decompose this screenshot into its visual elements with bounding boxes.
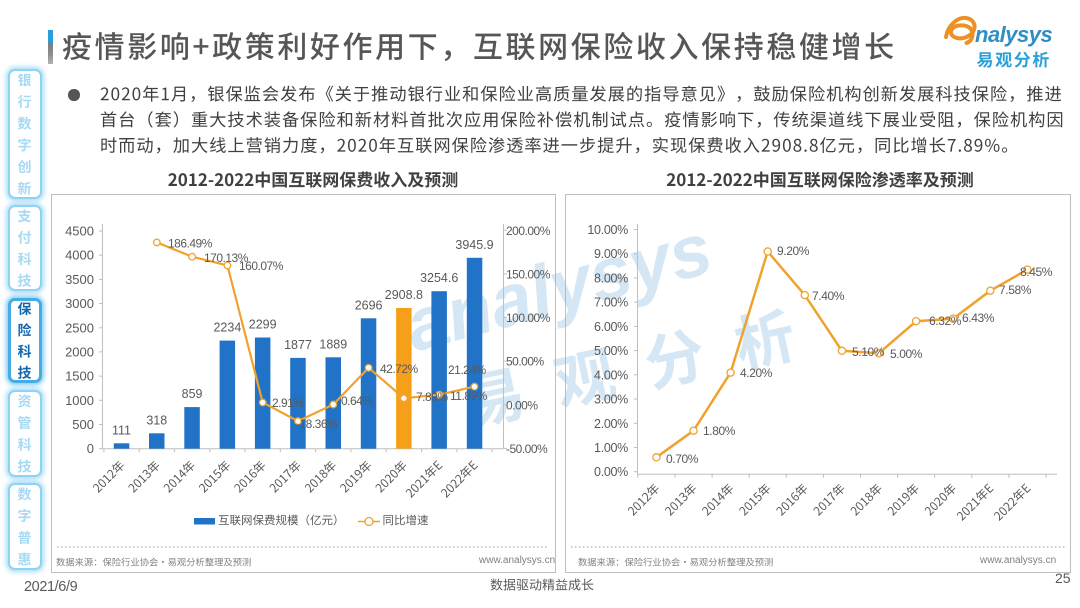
svg-text:9.00%: 9.00% [594, 247, 628, 261]
svg-text:0.64%: 0.64% [341, 394, 373, 408]
svg-text:318: 318 [146, 413, 167, 427]
svg-text:3.00%: 3.00% [594, 393, 628, 407]
svg-text:0: 0 [87, 441, 94, 456]
svg-text:2908.8: 2908.8 [385, 288, 423, 302]
svg-text:9.20%: 9.20% [777, 244, 810, 258]
svg-text:160.07%: 160.07% [239, 259, 284, 273]
svg-text:7.40%: 7.40% [812, 289, 845, 303]
svg-text:859: 859 [182, 387, 203, 401]
svg-text:10.00%: 10.00% [587, 223, 628, 237]
svg-text:3000: 3000 [65, 296, 94, 311]
svg-text:21.24%: 21.24% [448, 363, 487, 377]
svg-text:1.00%: 1.00% [594, 441, 628, 455]
svg-text:3945.9: 3945.9 [455, 238, 493, 252]
svg-text:5.00%: 5.00% [594, 344, 628, 358]
svg-text:8.00%: 8.00% [594, 271, 628, 285]
svg-text:-18.36%: -18.36% [296, 417, 338, 431]
svg-text:1877: 1877 [284, 338, 312, 352]
svg-text:1500: 1500 [65, 369, 94, 384]
svg-text:186.49%: 186.49% [168, 237, 213, 251]
svg-text:50.00%: 50.00% [506, 355, 545, 369]
svg-text:2.91%: 2.91% [272, 396, 304, 410]
svg-text:2696: 2696 [355, 298, 383, 312]
svg-text:7.89%: 7.89% [416, 390, 448, 404]
svg-text:6.43%: 6.43% [962, 311, 995, 325]
svg-text:1.80%: 1.80% [703, 424, 736, 438]
svg-text:7.00%: 7.00% [594, 296, 628, 310]
svg-text:4.20%: 4.20% [740, 366, 773, 380]
svg-text:2000: 2000 [65, 344, 94, 359]
svg-text:nalysys: nalysys [975, 22, 1052, 47]
svg-text:111: 111 [112, 423, 131, 437]
svg-text:2299: 2299 [249, 318, 277, 332]
svg-text:4.00%: 4.00% [594, 368, 628, 382]
svg-text:5.10%: 5.10% [852, 345, 885, 359]
svg-text:7.58%: 7.58% [999, 283, 1032, 297]
svg-text:0.00%: 0.00% [506, 398, 538, 412]
svg-text:200.00%: 200.00% [506, 224, 551, 238]
svg-text:3254.6: 3254.6 [420, 271, 458, 285]
svg-text:6.32%: 6.32% [929, 314, 962, 328]
svg-text:1000: 1000 [65, 393, 94, 408]
svg-text:150.00%: 150.00% [506, 267, 551, 281]
svg-text:11.89%: 11.89% [450, 389, 488, 403]
svg-text:2500: 2500 [65, 320, 94, 335]
svg-text:www.analysys.cn: www.analysys.cn [979, 555, 1056, 566]
svg-text:4500: 4500 [65, 224, 94, 239]
svg-text:500: 500 [72, 417, 94, 432]
svg-text:100.00%: 100.00% [506, 311, 551, 325]
svg-text:5.00%: 5.00% [890, 347, 923, 361]
svg-text:42.72%: 42.72% [380, 362, 419, 376]
svg-text:1889: 1889 [319, 337, 347, 351]
svg-text:0.70%: 0.70% [666, 452, 699, 466]
svg-text:2.00%: 2.00% [594, 417, 628, 431]
svg-text:170.13%: 170.13% [204, 251, 249, 265]
svg-text:6.00%: 6.00% [594, 320, 628, 334]
svg-text:0.00%: 0.00% [594, 465, 628, 479]
svg-text:4000: 4000 [65, 248, 94, 263]
svg-text:8.45%: 8.45% [1020, 265, 1053, 279]
svg-text:3500: 3500 [65, 272, 94, 287]
svg-text:www.analysys.cn: www.analysys.cn [478, 555, 555, 566]
svg-text:-50.00%: -50.00% [506, 442, 548, 456]
svg-text:2234: 2234 [213, 321, 241, 335]
